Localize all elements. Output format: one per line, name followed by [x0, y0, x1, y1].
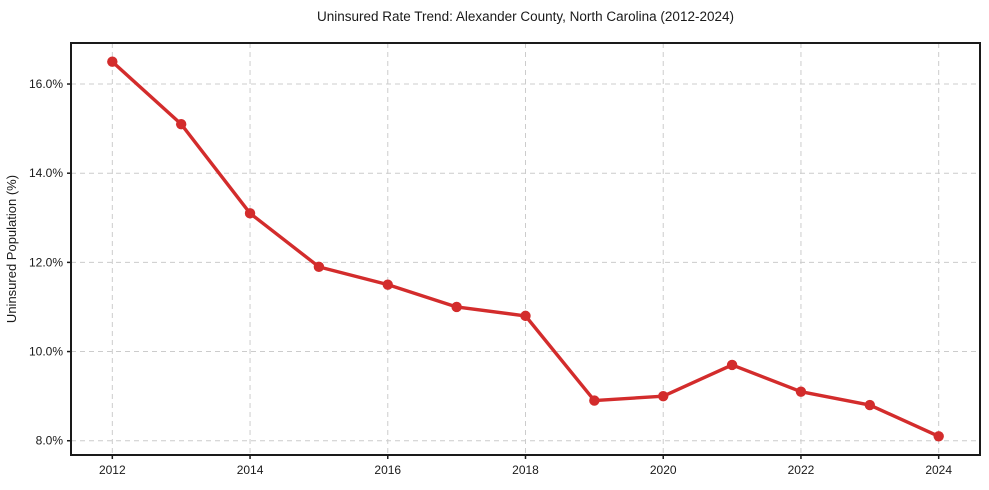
- x-tick-label: 2014: [237, 463, 264, 477]
- x-tick-label: 2016: [374, 463, 401, 477]
- x-tick-label: 2022: [788, 463, 815, 477]
- data-point: [658, 390, 669, 402]
- data-point: [933, 431, 944, 442]
- gridlines: [71, 43, 980, 455]
- y-tick-label: 8.0%: [36, 434, 64, 448]
- data-point: [107, 56, 118, 67]
- y-tick-label: 12.0%: [29, 255, 63, 269]
- data-point: [244, 208, 256, 219]
- data-point: [313, 261, 325, 273]
- plot-border: [70, 42, 981, 456]
- data-point: [520, 310, 531, 322]
- y-axis-label: Uninsured Population (%): [4, 175, 19, 323]
- x-tick-label: 2024: [925, 463, 952, 477]
- x-tick-label: 2020: [650, 463, 677, 477]
- y-tick-label: 10.0%: [29, 345, 63, 359]
- y-tick-label: 16.0%: [29, 77, 63, 91]
- data-point: [175, 118, 187, 130]
- x-tick-label: 2012: [99, 463, 126, 477]
- data-point: [382, 279, 393, 290]
- y-tick-label: 14.0%: [29, 166, 63, 180]
- chart-title: Uninsured Rate Trend: Alexander County, …: [317, 9, 734, 24]
- x-tick-label: 2018: [512, 463, 539, 477]
- data-point: [589, 395, 600, 406]
- data-point: [726, 359, 738, 371]
- data-series: [107, 56, 944, 442]
- data-point: [864, 399, 876, 411]
- axes: 2012 2014 2016 2018 2020 2022 2024 8.0% 10.0% 12.…: [29, 42, 981, 477]
- data-point: [795, 386, 807, 397]
- data-point: [451, 301, 462, 313]
